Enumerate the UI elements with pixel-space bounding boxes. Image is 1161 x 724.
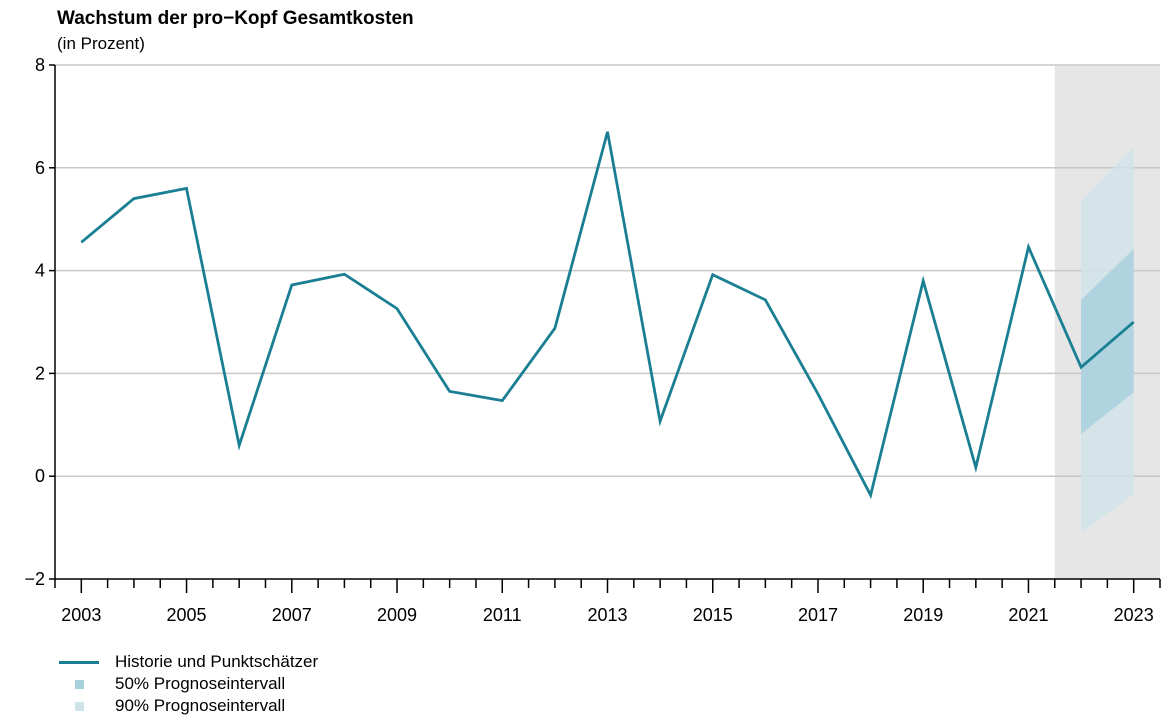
y-tick-label: 0 [35, 466, 45, 486]
legend-label: 90% Prognoseintervall [115, 696, 286, 715]
growth-chart: −2 0 2 4 6 8 2003 2005 2007 2009 2011 2013 2015 2017 2… [24, 55, 1161, 625]
legend: Historie und Punktschätzer 50% Prognosei… [57, 651, 318, 717]
x-tick-label: 2005 [167, 605, 207, 625]
legend-item-history: Historie und Punktschätzer [57, 651, 318, 673]
y-tick-label: 8 [35, 55, 45, 75]
chart-subtitle: (in Prozent) [57, 34, 145, 53]
x-tick-label: 2019 [903, 605, 943, 625]
x-tick-label: 2007 [272, 605, 312, 625]
legend-label: Historie und Punktschätzer [115, 652, 319, 671]
x-tick-label: 2023 [1114, 605, 1154, 625]
x-tick-label: 2015 [693, 605, 733, 625]
x-tick-label: 2021 [1008, 605, 1048, 625]
legend-line-swatch [59, 660, 99, 664]
legend-item-interval-50: 50% Prognoseintervall [57, 673, 318, 695]
legend-label: 50% Prognoseintervall [115, 674, 286, 693]
y-tick-label: 2 [35, 363, 45, 383]
legend-box-swatch [74, 679, 84, 689]
x-tick-label: 2011 [483, 605, 522, 625]
series-line-history [80, 131, 1135, 500]
y-tick-label: 6 [35, 158, 45, 178]
x-tick-label: 2009 [377, 605, 417, 625]
y-tick-label: 4 [35, 261, 45, 281]
y-tick-label: −2 [24, 569, 45, 589]
legend-box-swatch [74, 701, 84, 711]
x-tick-label: 2013 [587, 605, 627, 625]
legend-item-interval-90: 90% Prognoseintervall [57, 695, 318, 717]
interval-50-band [1081, 249, 1134, 435]
x-tick-label: 2017 [798, 605, 838, 625]
x-tick-label: 2003 [61, 605, 101, 625]
chart-title: Wachstum der pro−Kopf Gesamtkosten [57, 8, 414, 29]
